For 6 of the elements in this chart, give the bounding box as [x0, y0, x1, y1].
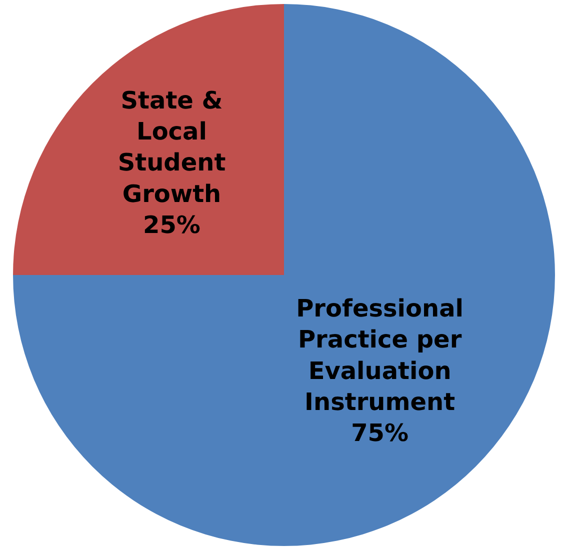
slice-label: State & Local Student Growth — [118, 86, 226, 208]
data-label: 75% — [351, 419, 409, 448]
slice-label: Professional Practice per Evaluation Instrument — [296, 294, 464, 416]
pie-slice — [13, 4, 555, 546]
data-label: 25% — [143, 211, 200, 240]
pie-slice — [13, 4, 284, 275]
